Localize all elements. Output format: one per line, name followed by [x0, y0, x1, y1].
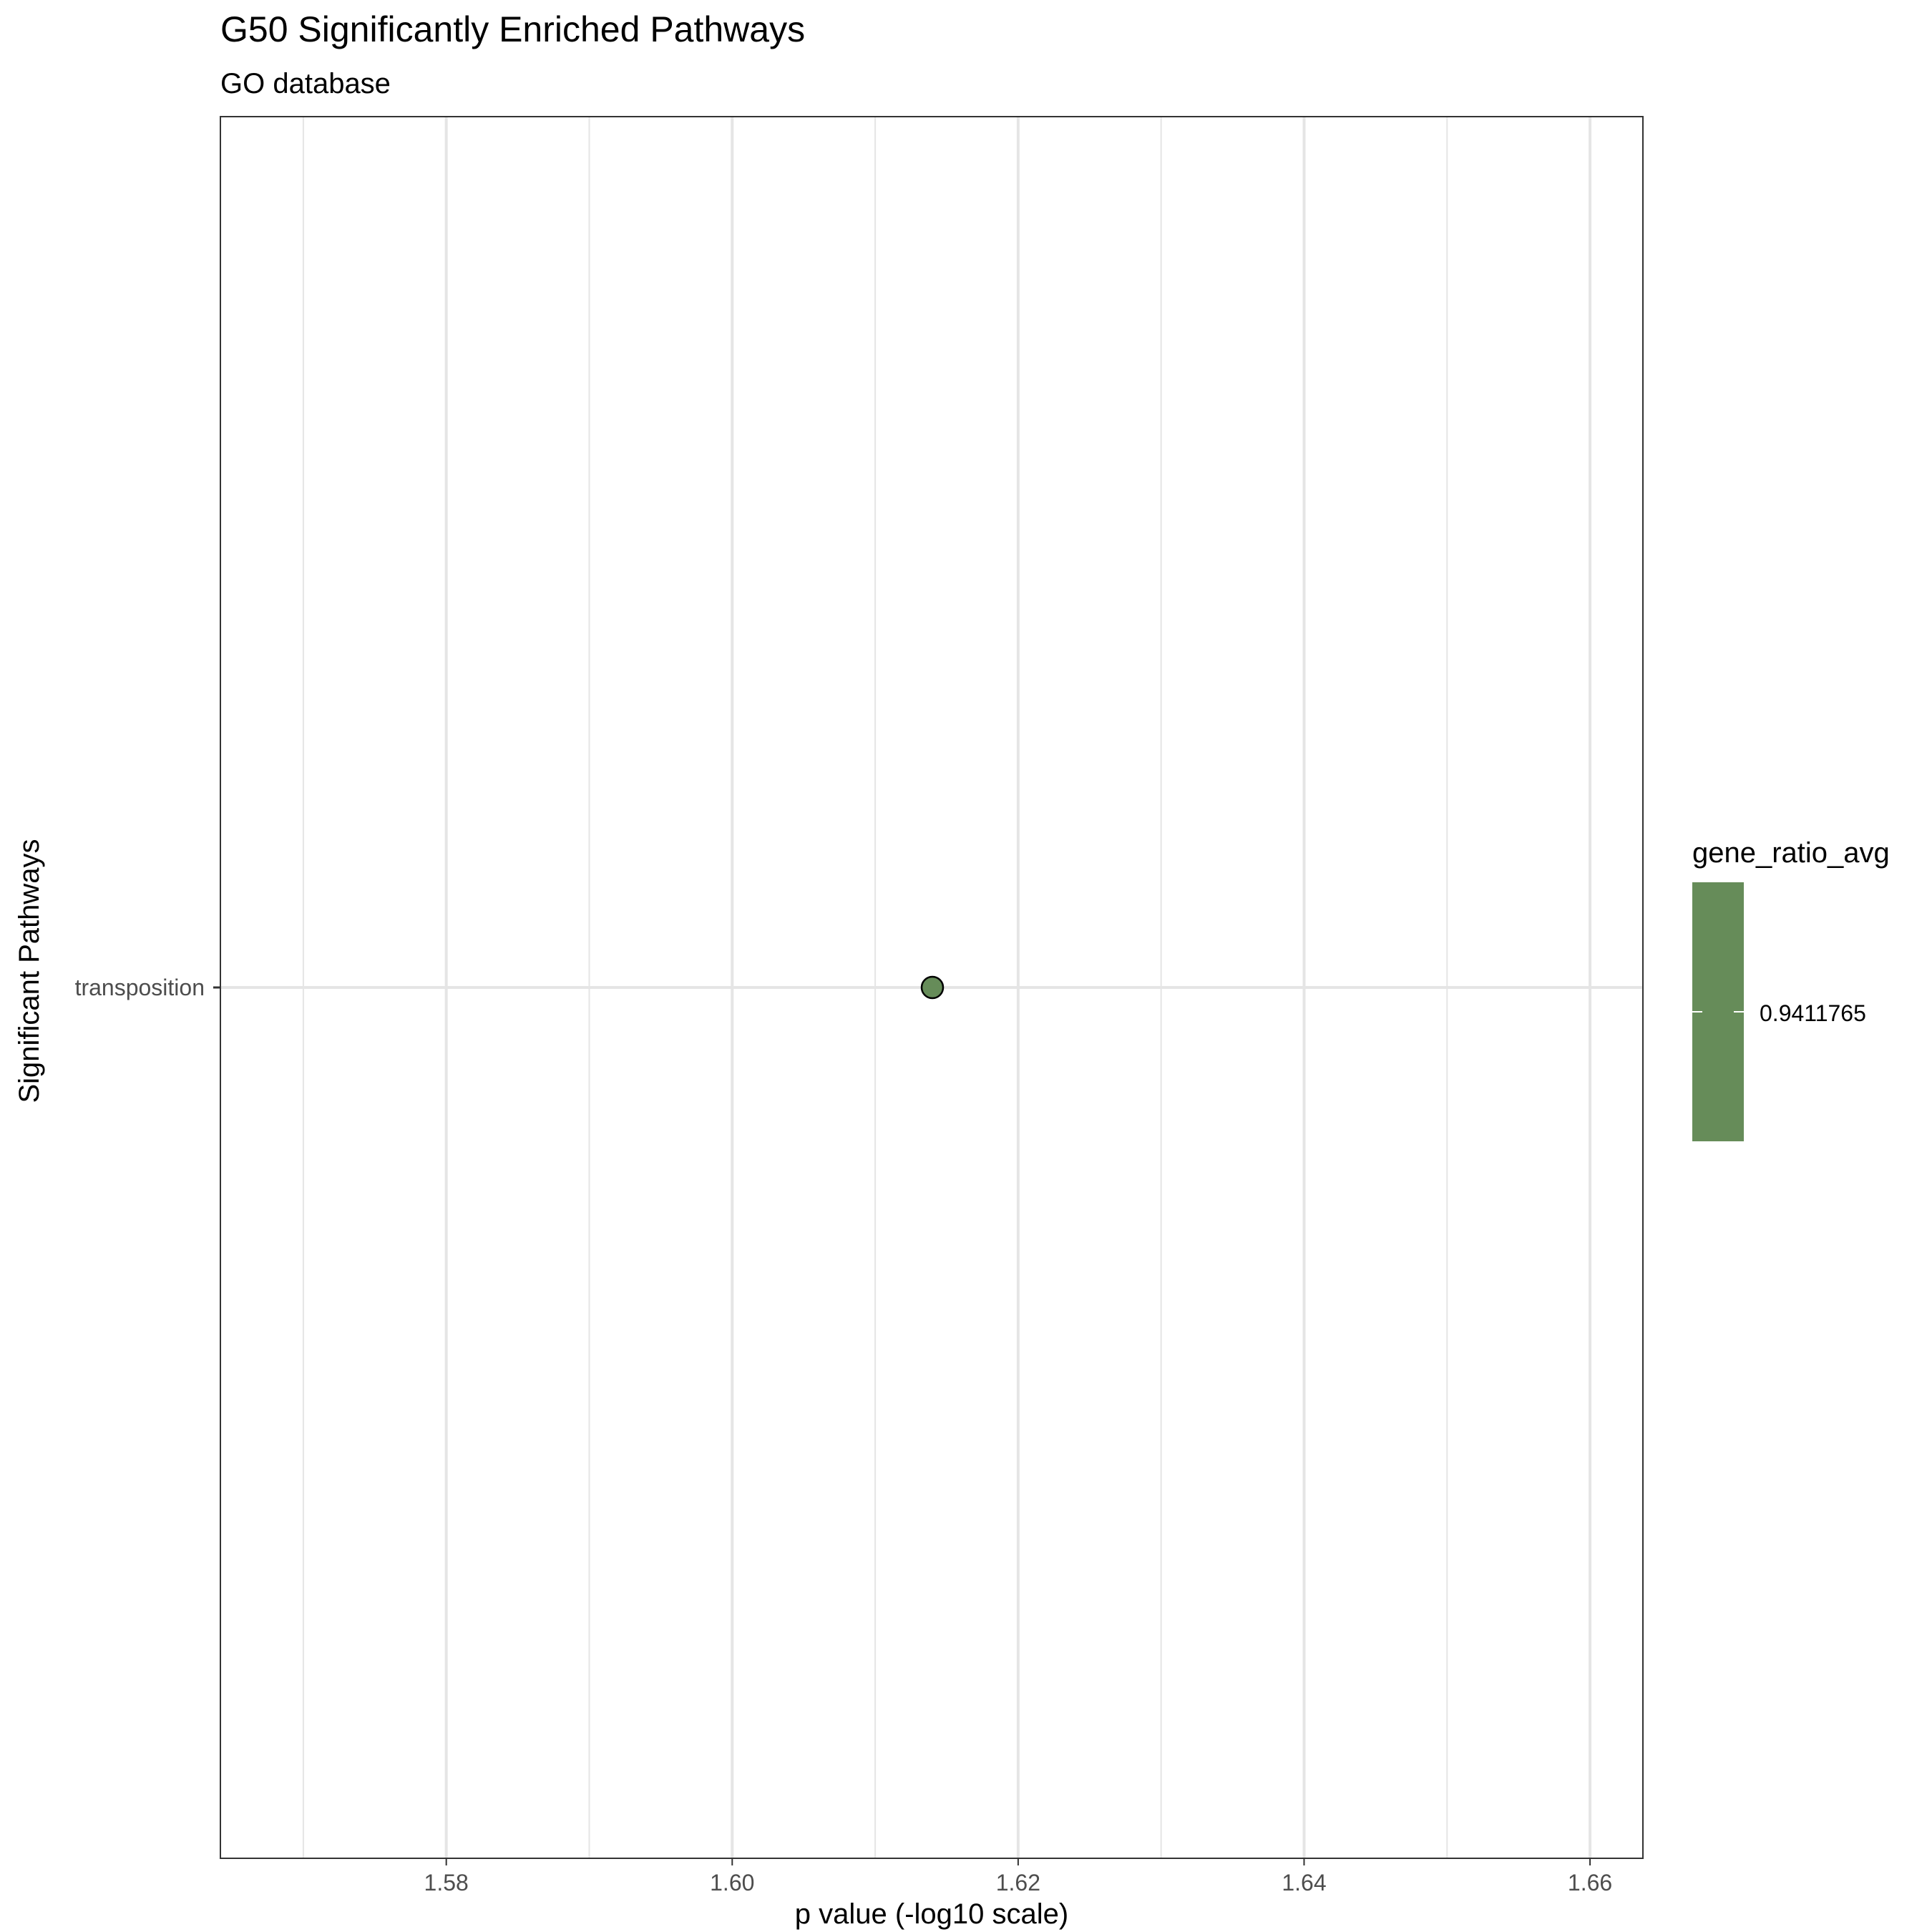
legend-label: 0.9411765 — [1760, 1000, 1866, 1026]
x-tick-label: 1.58 — [424, 1870, 469, 1896]
x-axis-label: p value (-log10 scale) — [795, 1898, 1068, 1930]
data-point-transposition — [920, 975, 945, 1000]
chart-subtitle: GO database — [220, 68, 391, 99]
x-tick-label: 1.66 — [1568, 1870, 1612, 1896]
x-tick-label: 1.64 — [1282, 1870, 1326, 1896]
x-tick-label: 1.60 — [710, 1870, 754, 1896]
y-axis-label: Significant Pathways — [14, 839, 45, 1103]
y-axis: transposition — [75, 975, 220, 1000]
legend-title: gene_ratio_avg — [1692, 837, 1890, 869]
x-tick-label: 1.62 — [996, 1870, 1040, 1896]
points — [920, 975, 945, 1000]
legend: gene_ratio_avg 0.9411765 — [1692, 837, 1890, 1141]
chart-title: G50 Significantly Enriched Pathways — [220, 9, 805, 49]
grid-major — [220, 117, 1643, 1858]
y-tick-label: transposition — [75, 975, 205, 1000]
x-axis: 1.58 1.60 1.62 1.64 1.66 — [424, 1858, 1612, 1896]
